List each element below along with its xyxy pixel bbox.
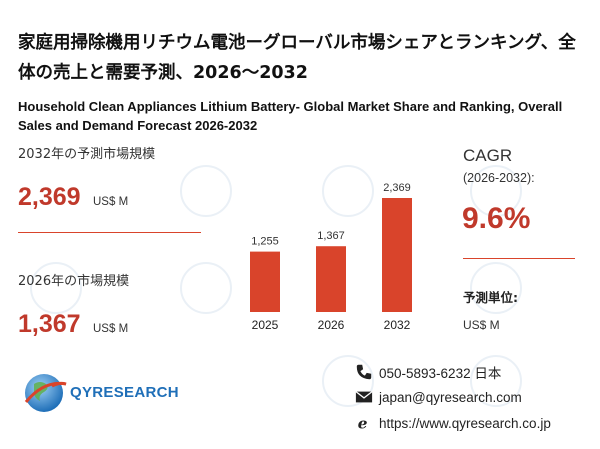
market-2026-unit: US$ M bbox=[93, 323, 129, 335]
divider bbox=[18, 232, 201, 233]
contact-email[interactable]: japan@qyresearch.com bbox=[355, 388, 522, 406]
unit-label: 予測単位: bbox=[463, 290, 518, 305]
globe-logo-icon bbox=[24, 374, 67, 412]
email-link[interactable]: japan@qyresearch.com bbox=[379, 389, 522, 405]
divider bbox=[463, 258, 575, 259]
watermark-globe-icon bbox=[470, 355, 522, 407]
forecast-2032-label: 2032年の予測市場規模 bbox=[18, 147, 156, 162]
market-2026-label: 2026年の市場規模 bbox=[18, 274, 130, 289]
category-label: 2025 bbox=[252, 318, 279, 332]
category-label: 2032 bbox=[384, 318, 411, 332]
bar-2025 bbox=[250, 251, 280, 312]
bar-value-label: 1,255 bbox=[251, 236, 279, 248]
qyresearch-logo: QYRESEARCH bbox=[22, 362, 179, 422]
bar-2026 bbox=[316, 246, 346, 312]
contact-website[interactable]: e https://www.qyresearch.co.jp bbox=[355, 414, 551, 432]
svg-text:e: e bbox=[358, 414, 368, 432]
watermark-globe-icon bbox=[322, 355, 374, 407]
cagr-label: CAGR bbox=[463, 146, 513, 165]
watermark-globe-icon bbox=[322, 165, 374, 217]
phone-text: 050-5893-6232 日本 bbox=[379, 366, 502, 381]
watermark-globe-icon bbox=[30, 262, 82, 314]
cagr-period: (2026-2032): bbox=[463, 171, 535, 185]
watermark-globe-icon bbox=[470, 165, 522, 217]
browser-e-icon: e bbox=[358, 414, 368, 432]
cagr-value: 9.6% bbox=[462, 202, 531, 235]
watermark-globe-icon bbox=[470, 262, 522, 314]
phone-icon bbox=[356, 364, 372, 380]
forecast-2032-value: 2,369 bbox=[18, 183, 81, 211]
bar-2032 bbox=[382, 198, 412, 312]
bar-value-label: 1,367 bbox=[317, 230, 345, 242]
page-subtitle: Household Clean Appliances Lithium Batte… bbox=[18, 99, 563, 133]
logo-text: QYRESEARCH bbox=[70, 384, 179, 401]
unit-value: US$ M bbox=[463, 318, 500, 332]
contact-phone: 050-5893-6232 日本 bbox=[355, 362, 501, 382]
watermark-globe-icon bbox=[180, 262, 232, 314]
page-title: 家庭用掃除機用リチウム電池ーグローバル市場シェアとランキング、全体の売上と需要予… bbox=[18, 33, 576, 83]
bar-value-label: 2,369 bbox=[383, 182, 411, 194]
mail-icon bbox=[355, 391, 373, 403]
forecast-2032-unit: US$ M bbox=[93, 196, 129, 208]
watermark-globe-icon bbox=[180, 165, 232, 217]
bar-chart: 1,255 2025 1,367 2026 2,369 2032 bbox=[250, 182, 412, 332]
market-2026-value: 1,367 bbox=[18, 310, 81, 338]
category-label: 2026 bbox=[318, 318, 345, 332]
website-link[interactable]: https://www.qyresearch.co.jp bbox=[379, 415, 551, 431]
